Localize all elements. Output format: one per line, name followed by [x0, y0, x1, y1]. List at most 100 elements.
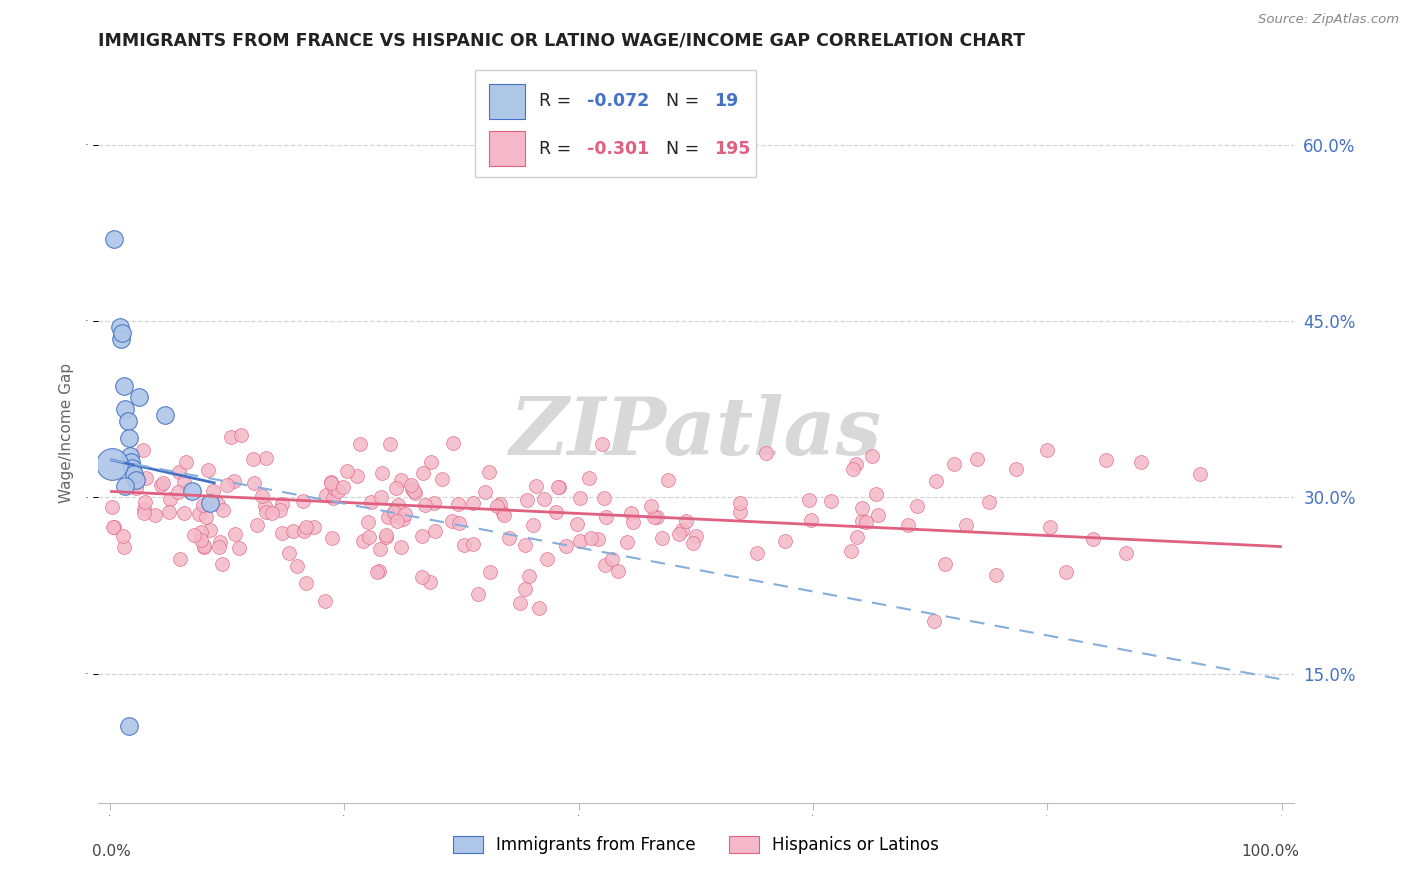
Point — [319, 476, 342, 491]
Point — [188, 507, 211, 521]
Point — [934, 558, 956, 572]
Point — [132, 442, 155, 457]
Point — [215, 478, 238, 492]
Point — [851, 514, 873, 528]
Point — [122, 467, 145, 481]
Point — [1095, 452, 1118, 467]
Point — [522, 517, 544, 532]
Y-axis label: Wage/Income Gap: Wage/Income Gap — [59, 362, 75, 503]
Point — [593, 491, 616, 506]
Point — [150, 478, 173, 492]
Point — [547, 479, 569, 493]
Point — [1115, 546, 1137, 560]
Text: Source: ZipAtlas.com: Source: ZipAtlas.com — [1258, 13, 1399, 27]
Point — [1004, 462, 1026, 476]
Point — [353, 533, 375, 548]
Point — [208, 541, 231, 555]
Point — [492, 508, 515, 522]
Point — [134, 495, 156, 509]
Point — [755, 445, 778, 459]
Point — [159, 492, 181, 507]
Text: N =: N = — [666, 93, 704, 111]
Point — [173, 506, 195, 520]
Point — [586, 533, 609, 547]
Text: ZIPatlas: ZIPatlas — [510, 394, 882, 471]
Point — [283, 524, 305, 538]
Point — [845, 457, 868, 471]
Point — [371, 466, 394, 480]
Point — [224, 526, 246, 541]
Point — [478, 465, 501, 479]
Point — [357, 515, 380, 529]
Point — [222, 474, 245, 488]
Point — [211, 558, 233, 572]
Point — [121, 461, 143, 475]
Point — [851, 501, 873, 516]
Point — [467, 587, 489, 601]
Point — [800, 513, 823, 527]
Legend: Immigrants from France, Hispanics or Latinos: Immigrants from France, Hispanics or Lat… — [446, 830, 946, 861]
Point — [555, 539, 578, 553]
Point — [868, 508, 890, 523]
Point — [212, 502, 235, 516]
Point — [322, 491, 344, 505]
Point — [411, 570, 433, 584]
Point — [198, 523, 221, 537]
Point — [321, 531, 343, 545]
Point — [411, 528, 433, 542]
Point — [118, 432, 141, 446]
Point — [621, 516, 644, 530]
Point — [419, 574, 441, 589]
Point — [270, 525, 292, 540]
Point — [121, 470, 143, 484]
Point — [979, 495, 1001, 509]
Point — [359, 530, 381, 544]
Point — [387, 514, 409, 528]
Point — [108, 319, 131, 334]
Point — [600, 552, 623, 566]
Point — [269, 502, 291, 516]
Point — [254, 500, 277, 514]
Point — [246, 518, 269, 533]
Point — [675, 514, 697, 528]
Point — [643, 510, 665, 524]
Point — [291, 494, 314, 508]
Point — [394, 508, 416, 522]
Point — [110, 332, 132, 346]
Point — [536, 551, 558, 566]
Point — [524, 478, 547, 492]
Point — [922, 614, 945, 628]
Point — [349, 437, 371, 451]
Point — [897, 518, 920, 533]
Point — [128, 390, 150, 404]
Point — [1039, 520, 1062, 534]
Point — [374, 529, 396, 543]
Point — [132, 506, 155, 520]
Point — [101, 520, 124, 534]
Point — [389, 540, 412, 554]
Point — [254, 450, 277, 465]
Point — [112, 541, 135, 555]
Point — [208, 534, 231, 549]
Point — [730, 495, 752, 509]
Point — [479, 566, 502, 580]
Point — [905, 499, 928, 513]
Point — [125, 473, 148, 487]
Point — [498, 531, 520, 545]
Point — [360, 495, 382, 509]
Point — [120, 449, 141, 463]
Point — [328, 484, 350, 499]
Point — [645, 509, 668, 524]
Point — [404, 483, 426, 498]
Point — [1083, 532, 1105, 546]
Point — [533, 491, 555, 506]
Point — [190, 524, 212, 539]
Point — [231, 427, 253, 442]
Point — [509, 596, 531, 610]
Point — [292, 524, 315, 539]
Point — [228, 541, 250, 555]
Point — [447, 496, 470, 510]
Point — [420, 455, 443, 469]
Point — [242, 476, 264, 491]
Point — [544, 506, 567, 520]
